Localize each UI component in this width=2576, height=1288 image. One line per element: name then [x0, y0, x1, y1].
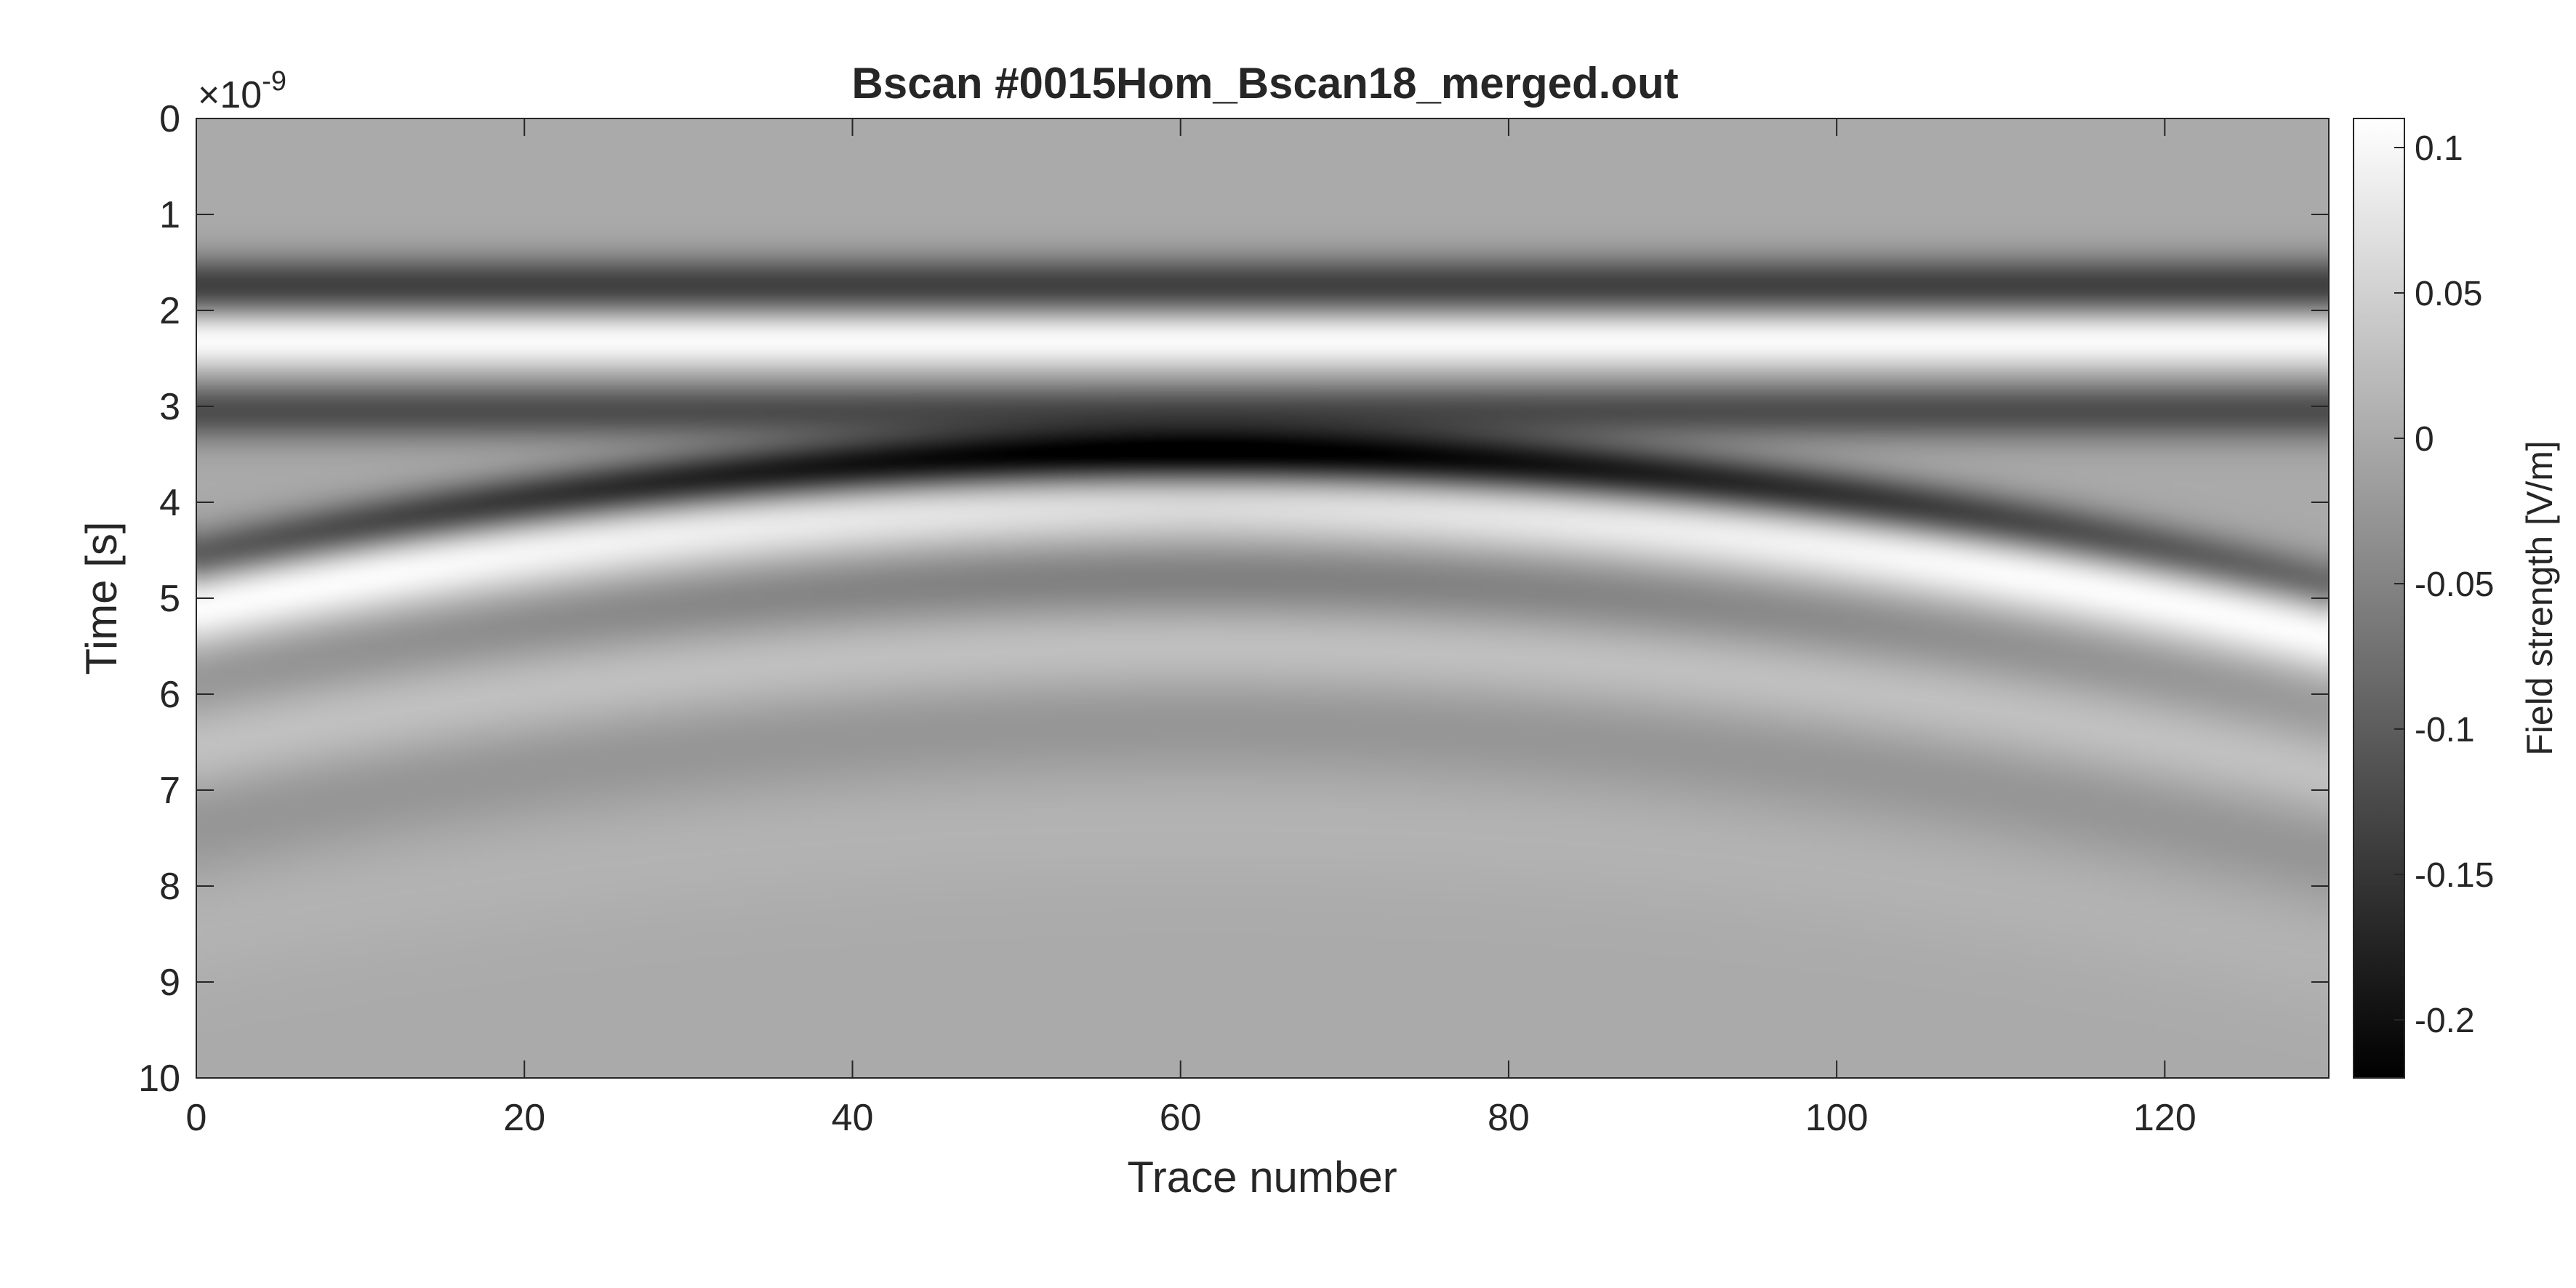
- y-axis-exponent-base: ×10: [198, 74, 262, 116]
- y-tick-label: 3: [159, 386, 180, 428]
- colorbar-tick-label: -0.2: [2415, 1002, 2475, 1040]
- y-tick-label: 2: [159, 290, 180, 332]
- y-axis: 0 1 2 3 4 5 6 7 8 9 10: [138, 98, 2329, 1100]
- x-tick-label: 80: [1488, 1097, 1530, 1139]
- chart-title: Bscan #0015Hom_Bscan18_merged.out: [851, 59, 1678, 108]
- y-axis-exponent-power: -9: [262, 66, 286, 97]
- x-tick-label: 0: [186, 1097, 207, 1139]
- y-axis-exponent: ×10-9: [198, 66, 286, 116]
- x-tick-label: 40: [832, 1097, 874, 1139]
- y-tick-label: 10: [138, 1058, 180, 1100]
- y-tick-label: 8: [159, 866, 180, 908]
- colorbar-tick-label: -0.15: [2415, 856, 2494, 895]
- x-tick-label: 60: [1160, 1097, 1202, 1139]
- x-tick-label: 120: [2133, 1097, 2196, 1139]
- colorbar: [2353, 118, 2405, 1079]
- x-axis-label: Trace number: [1127, 1153, 1397, 1202]
- y-tick-label: 4: [159, 482, 180, 524]
- colorbar-tick-label: -0.1: [2415, 711, 2475, 749]
- x-tick-label: 100: [1805, 1097, 1869, 1139]
- x-axis: 0 20 40 60 80 100 120: [186, 118, 2196, 1139]
- y-tick-label: 5: [159, 578, 180, 620]
- colorbar-tick-label: 0: [2415, 420, 2434, 459]
- bscan-heatmap: [196, 118, 2329, 1078]
- colorbar-axis: 0.1 0.05 0 -0.05 -0.1 -0.15 -0.2: [2394, 129, 2494, 1040]
- colorbar-label: Field strength [V/m]: [2519, 440, 2560, 756]
- colorbar-tick-label: 0.05: [2415, 275, 2482, 313]
- y-tick-label: 1: [159, 194, 180, 236]
- y-tick-label: 0: [159, 98, 180, 140]
- plot-area: [196, 118, 2329, 1078]
- colorbar-tick-label: 0.1: [2415, 129, 2463, 168]
- y-axis-label: Time [s]: [77, 521, 126, 675]
- colorbar-tick-label: -0.05: [2415, 565, 2494, 604]
- y-tick-label: 7: [159, 770, 180, 812]
- y-tick-label: 9: [159, 962, 180, 1004]
- x-tick-label: 20: [503, 1097, 545, 1139]
- y-tick-label: 6: [159, 674, 180, 716]
